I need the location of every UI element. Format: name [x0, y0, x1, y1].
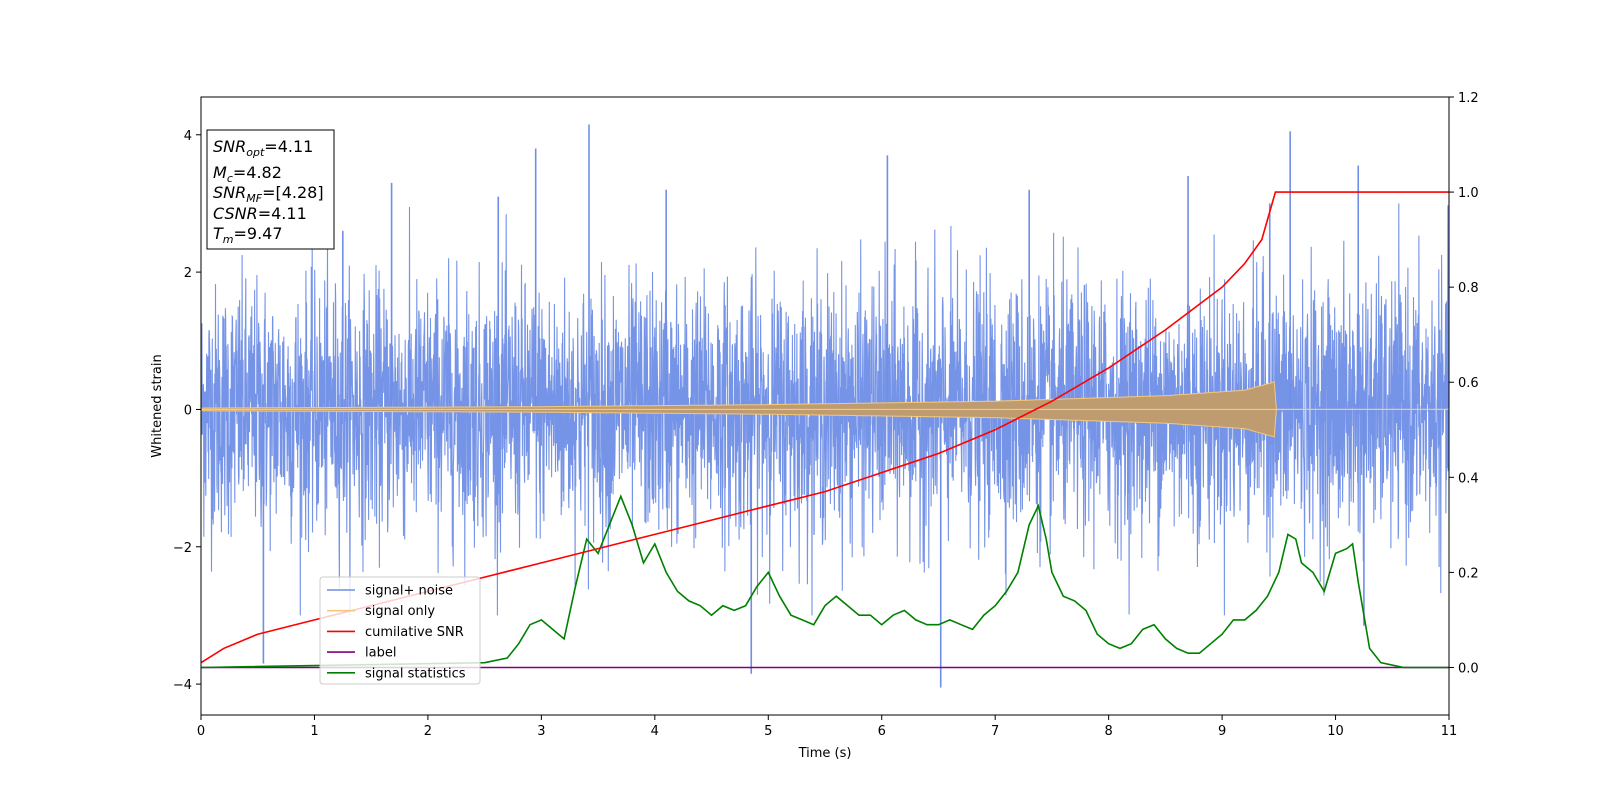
annotation-symbol-4: T — [213, 224, 224, 243]
x-tick-label-1: 1 — [310, 724, 318, 739]
legend-label-2: cumilative SNR — [365, 625, 464, 640]
annotation-value-2: =[4.28] — [262, 183, 324, 202]
y2-tick-label-2: 0.8 — [1458, 281, 1479, 296]
annotation-line-2: SNRMF=[4.28] — [213, 183, 324, 205]
series-signal-statistics-line — [201, 494, 1449, 669]
legend-label-0: signal+ noise — [365, 584, 453, 599]
annotation-value-3: =4.11 — [258, 204, 307, 223]
annotation-value-0: =4.11 — [264, 137, 313, 156]
annotation-line-0: SNRopt=4.11 — [213, 137, 313, 159]
annotation-value-4: =9.47 — [234, 224, 283, 243]
y2-tick-label-5: 0.2 — [1458, 566, 1479, 581]
y-tick-label-0: 4 — [184, 129, 192, 144]
y-axis-title: Whitened strain — [150, 354, 165, 457]
annotation-box — [206, 129, 335, 250]
annotation-symbol-3: CSNR — [213, 204, 258, 223]
annotation-symbol-1: M — [213, 163, 227, 182]
x-tick-label-0: 0 — [197, 724, 205, 739]
annotation-line-4: Tm=9.47 — [213, 224, 283, 246]
x-tick-label-9: 9 — [1218, 724, 1226, 739]
y-tick-label-4: −4 — [173, 678, 192, 693]
x-tick-label-11: 11 — [1441, 724, 1458, 739]
y2-tick-label-3: 0.6 — [1458, 376, 1479, 391]
annotation-subscript-2: MF — [246, 192, 262, 205]
annotation-line-1: Mc=4.82 — [213, 163, 282, 185]
legend-label-3: label — [365, 646, 396, 661]
annotation-symbol-0: SNR — [213, 137, 246, 156]
x-tick-label-3: 3 — [537, 724, 545, 739]
annotation-subscript-1: c — [227, 172, 233, 185]
annotation-value-1: =4.82 — [233, 163, 282, 182]
y2-tick-label-6: 0.0 — [1458, 661, 1479, 676]
y2-tick-label-1: 1.0 — [1458, 186, 1479, 201]
y2-tick-label-4: 0.4 — [1458, 471, 1479, 486]
legend-box — [319, 576, 481, 685]
x-tick-label-8: 8 — [1104, 724, 1112, 739]
x-tick-label-6: 6 — [878, 724, 886, 739]
x-tick-label-4: 4 — [651, 724, 659, 739]
x-tick-label-5: 5 — [764, 724, 772, 739]
y-tick-label-3: −2 — [173, 541, 192, 556]
x-tick-label-10: 10 — [1327, 724, 1344, 739]
plot-frame — [200, 96, 1450, 716]
x-tick-label-2: 2 — [424, 724, 432, 739]
legend-label-1: signal only — [365, 604, 435, 619]
y2-tick-label-0: 1.2 — [1458, 91, 1479, 106]
legend-label-4: signal statistics — [365, 666, 466, 681]
y-tick-label-1: 2 — [184, 266, 192, 281]
y-tick-label-2: 0 — [184, 403, 192, 418]
x-tick-label-7: 7 — [991, 724, 999, 739]
annotation-subscript-4: m — [223, 233, 234, 246]
x-axis-title: Time (s) — [798, 746, 852, 761]
annotation-line-3: CSNR=4.11 — [213, 204, 307, 223]
annotation-symbol-2: SNR — [213, 183, 246, 202]
annotation-subscript-0: opt — [246, 146, 265, 159]
